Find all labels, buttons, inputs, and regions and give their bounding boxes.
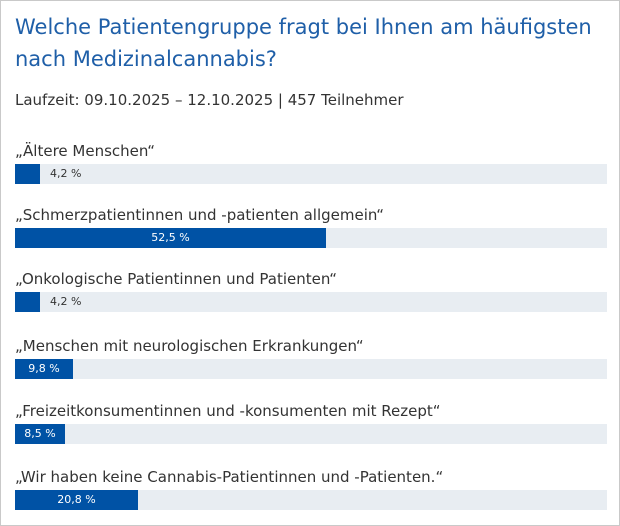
poll-option-neurological-conditions: „Menschen mit neurologischen Erkrankunge… [15, 336, 607, 386]
result-bar-fill [15, 292, 40, 312]
result-percent-label: 8,5 % [24, 427, 56, 440]
result-bar-fill [15, 490, 138, 510]
result-bar-fill [15, 359, 73, 379]
result-percent-label: 20,8 % [57, 493, 96, 506]
poll-option-label: „Ältere Menschen“ [15, 142, 156, 160]
result-bar-track: 8,5 % [15, 424, 607, 444]
poll-option-label: „Menschen mit neurologischen Erkrankunge… [15, 337, 364, 355]
poll-option-oncology-patients: „Onkologische Patientinnen und Patienten… [15, 269, 607, 319]
result-bar-fill [15, 164, 40, 184]
result-bar-track: 4,2 % [15, 164, 607, 184]
poll-option-no-cannabis-patients: „Wir haben keine Cannabis-Patientinnen u… [15, 467, 607, 517]
poll-option-label: „Freizeitkonsumentinnen und -konsumenten… [15, 402, 441, 420]
result-percent-label: 9,8 % [28, 362, 60, 375]
result-bar-fill [15, 228, 326, 248]
result-percent-label: 4,2 % [50, 295, 82, 308]
poll-option-older-people: „Ältere Menschen“ 4,2 % [15, 141, 607, 191]
poll-meta-info: Laufzeit: 09.10.2025 – 12.10.2025 | 457 … [15, 91, 404, 109]
poll-option-label: „Wir haben keine Cannabis-Patientinnen u… [15, 468, 444, 486]
result-bar-track: 52,5 % [15, 228, 607, 248]
result-bar-track: 4,2 % [15, 292, 607, 312]
poll-option-recreational-with-prescription: „Freizeitkonsumentinnen und -konsumenten… [15, 401, 607, 451]
poll-option-pain-patients: „Schmerzpatientinnen und -patienten allg… [15, 205, 607, 255]
result-percent-label: 52,5 % [151, 231, 190, 244]
poll-question-title: Welche Patientengruppe fragt bei Ihnen a… [15, 15, 592, 71]
result-percent-label: 4,2 % [50, 167, 82, 180]
poll-option-label: „Schmerzpatientinnen und -patienten allg… [15, 206, 385, 224]
result-bar-track: 20,8 % [15, 490, 607, 510]
result-bar-fill [15, 424, 65, 444]
result-bar-track: 9,8 % [15, 359, 607, 379]
poll-option-label: „Onkologische Patientinnen und Patienten… [15, 270, 338, 288]
